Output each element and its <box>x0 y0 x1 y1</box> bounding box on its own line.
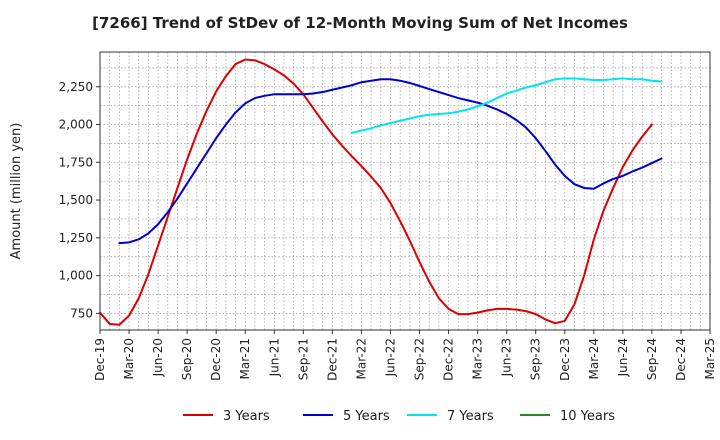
x-tick-label: Mar-22 <box>354 338 368 379</box>
x-tick-label: Sep-21 <box>296 338 310 380</box>
plot-background <box>100 52 710 330</box>
y-tick-label: 1,750 <box>59 155 93 169</box>
chart-title: [7266] Trend of StDev of 12-Month Moving… <box>92 14 628 32</box>
x-tick-label: Sep-24 <box>645 338 659 380</box>
x-tick-label: Dec-19 <box>93 338 107 381</box>
x-tick-label: Sep-23 <box>529 338 543 380</box>
x-tick-label: Mar-24 <box>587 338 601 379</box>
y-axis-label: Amount (million yen) <box>9 123 24 260</box>
y-axis-ticks: 750 1,000 1,250 1,500 1,750 2,000 2,250 <box>59 80 100 320</box>
y-tick-label: 2,250 <box>59 80 93 94</box>
x-tick-label: Dec-24 <box>674 338 688 381</box>
series-lines <box>99 58 663 326</box>
y-tick-label: 1,500 <box>59 193 93 207</box>
series-line-7-years <box>350 77 663 134</box>
x-tick-label: Jun-20 <box>151 338 165 377</box>
x-tick-label: Dec-22 <box>442 338 456 381</box>
series-line-5-years <box>118 78 663 245</box>
x-tick-label: Dec-23 <box>558 338 572 381</box>
legend: 3 Years 5 Years 7 Years 10 Years <box>183 409 615 424</box>
x-tick-label: Jun-21 <box>267 338 281 377</box>
y-tick-label: 2,000 <box>59 118 93 132</box>
x-tick-label: Sep-22 <box>413 338 427 380</box>
x-tick-label: Mar-25 <box>703 338 717 379</box>
x-tick-label: Mar-23 <box>471 338 485 379</box>
x-tick-label: Jun-22 <box>383 338 397 377</box>
y-tick-label: 1,250 <box>59 231 93 245</box>
y-tick-label: 750 <box>70 306 93 320</box>
grid-lines <box>100 52 710 330</box>
x-tick-label: Jun-24 <box>616 338 630 377</box>
x-tick-label: Sep-20 <box>180 338 194 380</box>
x-axis-ticks: Dec-19 Mar-20 Jun-20 Sep-20 Dec-20 Mar-21 Jun-… <box>93 330 717 381</box>
x-tick-label: Mar-20 <box>122 338 136 379</box>
x-tick-label: Dec-21 <box>325 338 339 381</box>
x-tick-label: Jun-23 <box>500 338 514 377</box>
y-tick-label: 1,000 <box>59 269 93 283</box>
plot-border <box>99 51 711 331</box>
legend-label: 3 Years <box>223 409 270 424</box>
legend-label: 7 Years <box>447 409 494 424</box>
legend-label: 10 Years <box>560 409 615 424</box>
series-line-3-years <box>99 58 653 326</box>
x-tick-label: Mar-21 <box>238 338 252 379</box>
x-tick-label: Dec-20 <box>209 338 223 381</box>
legend-label: 5 Years <box>343 409 390 424</box>
